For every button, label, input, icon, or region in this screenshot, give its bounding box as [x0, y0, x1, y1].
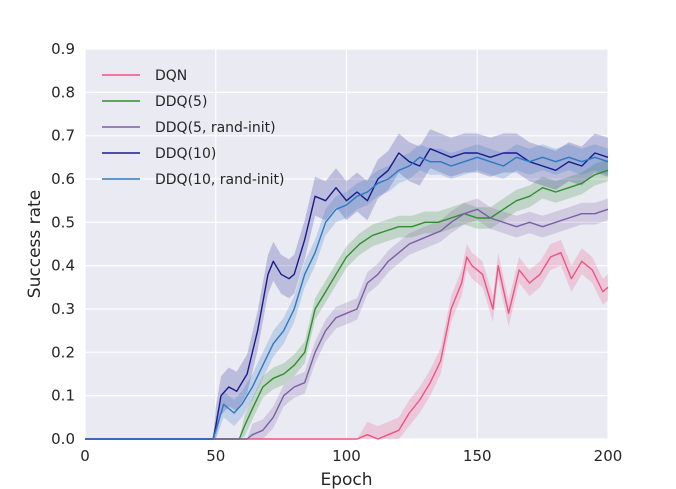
legend: DQN DDQ(5) DDQ(5, rand-init) DDQ(10) DDQ(10,… [102, 68, 285, 188]
x-tick-label: 150 [463, 447, 492, 465]
series-band-0 [85, 239, 608, 439]
series-band-2 [85, 198, 608, 439]
y-tick-label: 0.0 [51, 430, 75, 448]
series-band-3 [85, 129, 608, 439]
legend-label-3: DDQ(10) [155, 146, 216, 162]
y-tick-label: 0.7 [51, 127, 75, 145]
y-axis-label: Success rate [25, 190, 45, 298]
series-band-1 [85, 159, 608, 439]
series-band-4 [85, 144, 608, 440]
y-tick-label: 0.6 [51, 170, 75, 188]
legend-label-0: DQN [155, 68, 187, 84]
series-line-4 [85, 156, 609, 440]
legend-label-2: DDQ(5, rand-init) [155, 120, 276, 136]
x-tick-label: 100 [332, 447, 361, 465]
legend-label-1: DDQ(5) [155, 94, 207, 110]
series-line-0 [85, 251, 609, 440]
y-tick-label: 0.4 [51, 257, 75, 275]
grid-lines [84, 48, 609, 440]
confidence-bands [85, 129, 608, 440]
y-tick-label: 0.5 [51, 213, 75, 231]
series-line-3 [85, 147, 609, 440]
y-tick-label: 0.9 [51, 40, 75, 58]
series-line-1 [85, 169, 609, 440]
x-tick-label: 200 [594, 447, 623, 465]
x-tick-label: 50 [206, 447, 225, 465]
y-axis-ticks: 0.0 0.1 0.2 0.3 0.4 0.5 0.6 0.7 0.8 0.9 [51, 40, 75, 448]
y-tick-label: 0.1 [51, 387, 75, 405]
series-line-2 [85, 208, 609, 440]
legend-label-4: DDQ(10, rand-init) [155, 172, 285, 188]
series-lines [85, 147, 609, 440]
x-axis-ticks: 0 50 100 150 200 [80, 447, 622, 465]
x-tick-label: 0 [80, 447, 90, 465]
x-axis-label: Epoch [320, 470, 372, 489]
y-tick-label: 0.2 [51, 343, 75, 361]
y-tick-label: 0.3 [51, 300, 75, 318]
y-tick-label: 0.8 [51, 83, 75, 101]
